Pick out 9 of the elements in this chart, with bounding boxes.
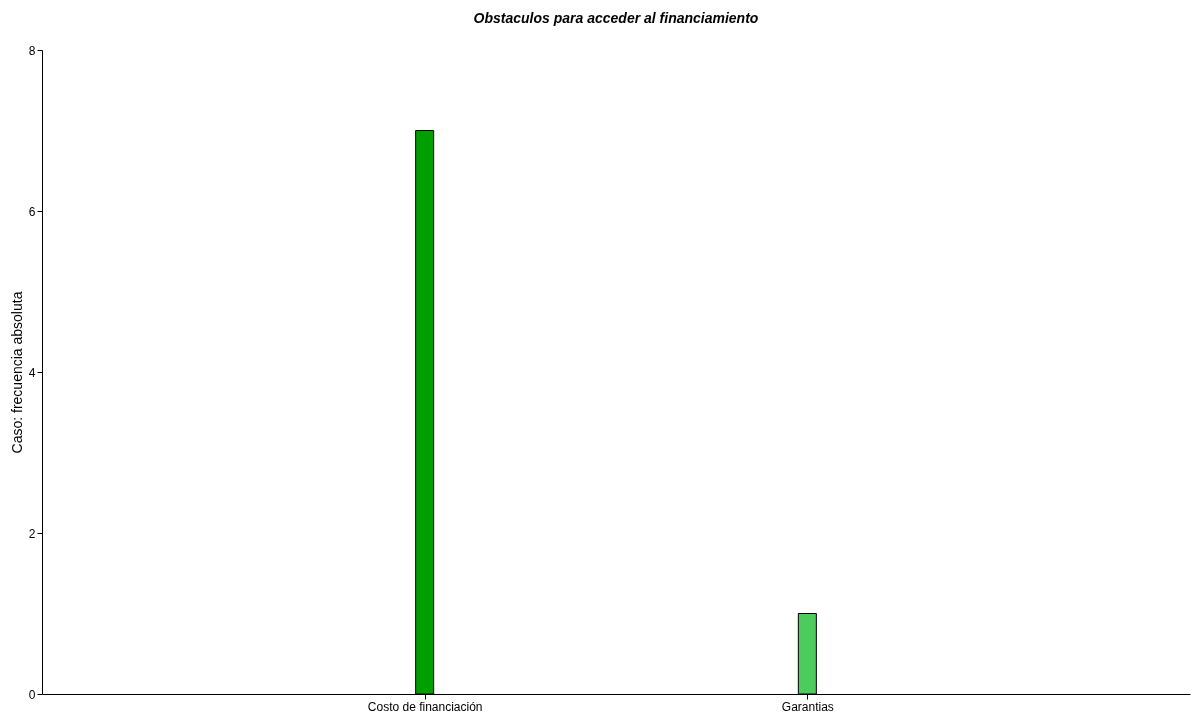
y-tick-label: 8 [28, 43, 36, 58]
x-tick-label: Garantias [781, 699, 834, 714]
y-axis-title: Caso: frecuencia absoluta [8, 291, 25, 454]
y-tick-label: 4 [28, 365, 36, 380]
x-tick-label: Costo de financiación [367, 699, 483, 714]
y-tick-label: 0 [28, 687, 36, 702]
chart-title: Obstaculos para acceder al financiamiento [473, 10, 759, 26]
y-tick-label: 6 [28, 204, 36, 219]
y-tick-label: 2 [28, 526, 36, 541]
